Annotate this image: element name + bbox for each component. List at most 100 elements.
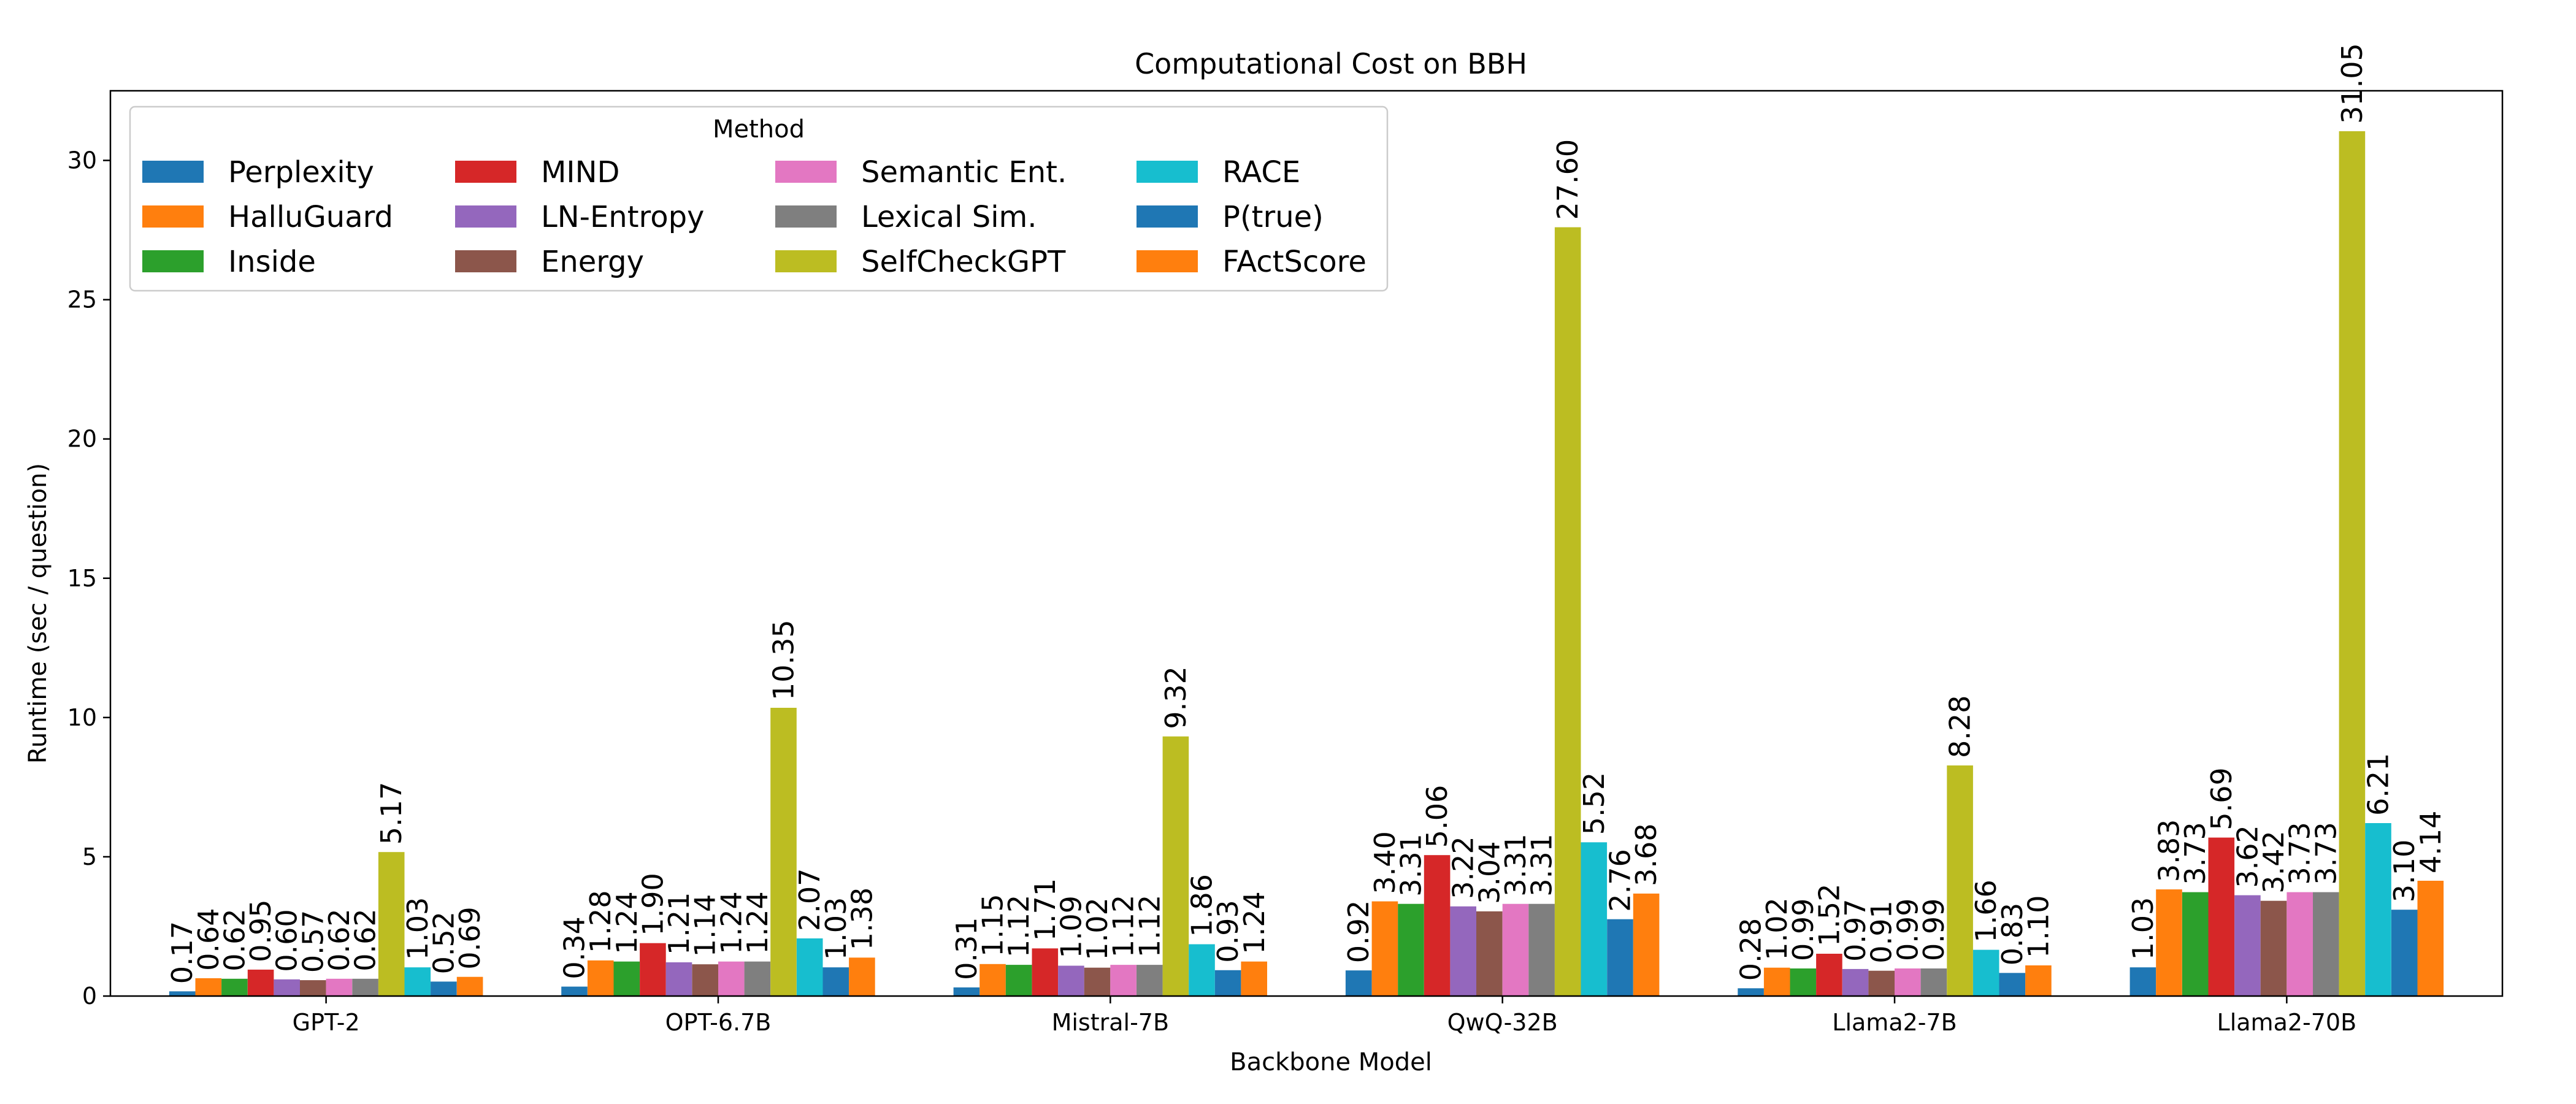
- bar: [979, 964, 1006, 996]
- legend-label: Energy: [541, 245, 644, 279]
- bar: [1214, 970, 1241, 996]
- bar-value-label: 1.15: [976, 894, 1010, 956]
- bar: [300, 980, 326, 996]
- bar: [692, 964, 718, 996]
- x-tick-label: Mistral-7B: [1052, 1009, 1169, 1036]
- bar-value-label: 3.31: [1499, 834, 1532, 896]
- bar: [613, 961, 640, 996]
- bar-value-label: 1.86: [1186, 874, 1219, 937]
- bars-layer: [169, 131, 2444, 996]
- bar-value-label: 1.03: [2126, 897, 2160, 960]
- bar: [1084, 967, 1111, 996]
- bar-value-label: 0.92: [1342, 900, 1375, 963]
- bar: [1554, 227, 1581, 996]
- bar: [1398, 903, 1424, 996]
- bar: [274, 979, 300, 996]
- bar-value-label: 1.10: [2022, 895, 2055, 958]
- bar: [770, 708, 797, 996]
- bar-value-label: 0.69: [453, 907, 486, 969]
- bar-value-label: 0.57: [296, 910, 329, 973]
- legend-label: FActScore: [1222, 245, 1367, 279]
- bar: [1058, 965, 1084, 996]
- bar: [1424, 855, 1451, 996]
- bar-value-label: 1.03: [819, 897, 853, 960]
- y-axis-label: Runtime (sec / question): [24, 463, 52, 764]
- y-tick-label: 15: [67, 565, 97, 592]
- bar: [378, 852, 405, 996]
- bar-value-label: 8.28: [1944, 696, 1977, 758]
- legend-label: Semantic Ent.: [861, 155, 1067, 190]
- bar: [1947, 765, 1973, 996]
- bar: [1189, 944, 1215, 996]
- bar: [1528, 903, 1555, 996]
- bar: [2260, 900, 2287, 996]
- legend-swatch: [775, 205, 837, 228]
- legend-swatch: [455, 205, 516, 228]
- bar: [1137, 965, 1163, 996]
- legend-label: P(true): [1222, 200, 1324, 234]
- bar: [1842, 968, 1869, 996]
- y-tick-label: 20: [67, 426, 97, 453]
- bar-value-label: 0.64: [192, 908, 225, 970]
- legend-title: Method: [713, 115, 805, 144]
- legend-box: [129, 105, 1389, 292]
- bar-value-label: 3.83: [2153, 819, 2186, 882]
- x-tick-label: OPT-6.7B: [665, 1009, 772, 1036]
- bar-value-label: 0.34: [558, 916, 591, 979]
- y-tick-label: 0: [82, 983, 97, 1010]
- plot-frame: [109, 90, 2504, 997]
- legend-swatch: [142, 250, 204, 272]
- bar-value-label: 2.07: [793, 868, 826, 931]
- legend: Method Perplexity HalluGuard Inside MIND LN-…: [129, 105, 1389, 292]
- bar-value-label: 1.52: [1813, 884, 1846, 946]
- bar: [2339, 131, 2366, 996]
- legend-swatch: [1137, 250, 1198, 272]
- bar: [1920, 968, 1947, 996]
- bar: [718, 961, 745, 996]
- bar-value-label: 0.28: [1735, 918, 1768, 981]
- x-axis-label: Backbone Model: [1230, 1048, 1432, 1076]
- bar: [1972, 949, 1999, 996]
- legend-swatch: [1137, 161, 1198, 183]
- bar: [456, 976, 483, 996]
- bar-value-label: 31.05: [2336, 43, 2369, 124]
- bar-value-label: 27.60: [1551, 139, 1584, 220]
- bar-value-label: 3.68: [1630, 823, 1663, 886]
- x-tick-label: QwQ-32B: [1447, 1009, 1558, 1036]
- legend-label: SelfCheckGPT: [861, 245, 1066, 279]
- bar-value-label: 1.24: [715, 891, 748, 954]
- bar: [195, 978, 222, 996]
- bar: [587, 960, 614, 996]
- bar-value-label: 3.22: [1447, 836, 1480, 899]
- bar-value-label: 3.31: [1395, 834, 1428, 896]
- bar: [1868, 970, 1895, 996]
- bar-value-label: 0.95: [244, 899, 277, 962]
- value-labels-layer: 0.17 0.34 0.31 0.92 0.28 1.03 0.64 1.28 1.15 3.40…: [166, 43, 2447, 984]
- legend-label: RACE: [1222, 155, 1300, 190]
- legend-swatch: [142, 205, 204, 228]
- bar: [247, 969, 274, 996]
- bar-value-label: 0.62: [218, 908, 251, 971]
- bar: [1110, 965, 1137, 996]
- bar: [1763, 967, 1790, 996]
- x-tick-label: Llama2-7B: [1832, 1009, 1957, 1036]
- bar-value-label: 0.91: [1865, 900, 1898, 963]
- bar: [2313, 892, 2339, 996]
- bar-value-label: 5.69: [2205, 767, 2238, 830]
- bar: [2025, 965, 2052, 996]
- bar-value-label: 1.03: [401, 897, 434, 960]
- x-tick-label: Llama2-70B: [2217, 1009, 2357, 1036]
- chart-title: Computational Cost on BBH: [1135, 47, 1527, 80]
- bar-value-label: 1.09: [1054, 895, 1087, 958]
- bar-value-label: 1.12: [1133, 895, 1166, 957]
- y-tick-label: 10: [67, 704, 97, 731]
- y-tick-label: 5: [82, 843, 97, 870]
- bar-value-label: 0.17: [166, 921, 199, 984]
- bar-value-label: 1.02: [1760, 897, 1793, 960]
- bar: [1738, 988, 1764, 996]
- bar: [1032, 948, 1059, 996]
- bar: [1633, 893, 1660, 996]
- x-tick-label: GPT-2: [293, 1009, 360, 1036]
- bar: [1502, 903, 1529, 996]
- bar: [822, 967, 849, 996]
